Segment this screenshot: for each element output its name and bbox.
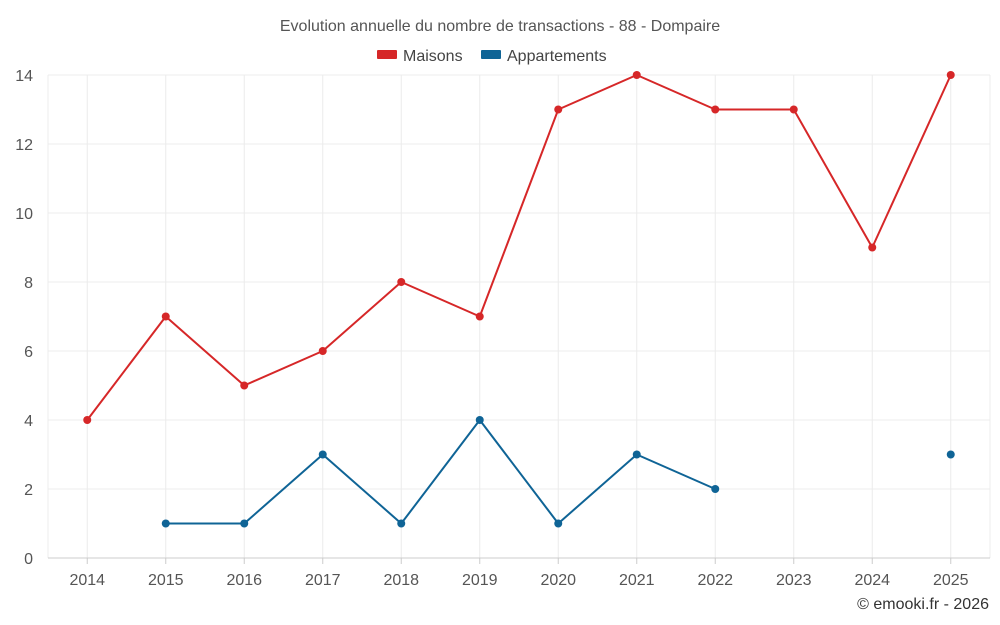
x-tick-label-2025: 2025 (933, 572, 969, 589)
point-appartements-2015[interactable] (161, 519, 170, 528)
x-tick-label-2024: 2024 (854, 572, 890, 589)
point-maisons-2020[interactable] (554, 105, 563, 114)
legend-swatch-maisons (377, 50, 397, 59)
x-tick-label-2017: 2017 (305, 572, 341, 589)
point-maisons-2016[interactable] (240, 381, 249, 390)
point-appartements-2025[interactable] (946, 450, 955, 459)
point-appartements-2020[interactable] (554, 519, 563, 528)
series (83, 71, 955, 528)
x-tick-label-2015: 2015 (148, 572, 184, 589)
point-maisons-2023[interactable] (789, 105, 798, 114)
x-tick-label-2018: 2018 (383, 572, 419, 589)
y-tick-label-8: 8 (24, 275, 33, 292)
point-maisons-2015[interactable] (161, 312, 170, 321)
point-appartements-2016[interactable] (240, 519, 249, 528)
series-appartements (161, 416, 955, 528)
grid (47, 74, 991, 558)
point-appartements-2019[interactable] (475, 416, 484, 424)
point-maisons-2022[interactable] (711, 105, 720, 114)
point-maisons-2017[interactable] (318, 347, 327, 355)
axes: 0 2 4 6 8 10 12 14 2014 2015 2016 2017 2018 2019 2020 2… (15, 68, 990, 589)
x-tick-label-2016: 2016 (226, 572, 262, 589)
point-maisons-2025[interactable] (946, 71, 955, 79)
point-appartements-2021[interactable] (632, 450, 641, 459)
y-tick-label-6: 6 (24, 344, 33, 361)
point-appartements-2017[interactable] (318, 450, 327, 459)
point-maisons-2018[interactable] (397, 278, 406, 286)
legend-label-appartements: Appartements (507, 48, 607, 65)
chart-title: Evolution annuelle du nombre de transact… (280, 18, 720, 35)
series-line-maisons-0 (86, 74, 952, 421)
point-appartements-2022[interactable] (711, 485, 720, 493)
x-tick-label-2022: 2022 (697, 572, 733, 589)
legend: Maisons Appartements (377, 48, 607, 65)
point-maisons-2024[interactable] (868, 243, 877, 252)
series-line-appartements-0 (165, 419, 716, 525)
x-tick-label-2014: 2014 (69, 572, 105, 589)
y-tick-label-14: 14 (15, 68, 33, 85)
y-tick-label-0: 0 (24, 551, 33, 568)
point-maisons-2014[interactable] (83, 416, 92, 424)
x-tick-label-2023: 2023 (776, 572, 812, 589)
y-tick-label-10: 10 (15, 206, 33, 223)
x-tick-label-2019: 2019 (462, 572, 498, 589)
series-maisons (83, 71, 955, 424)
point-maisons-2019[interactable] (475, 312, 484, 321)
point-appartements-2018[interactable] (397, 519, 406, 528)
legend-label-maisons: Maisons (403, 48, 463, 65)
y-tick-label-4: 4 (24, 413, 33, 430)
legend-swatch-appartements (481, 50, 501, 59)
x-tick-label-2021: 2021 (619, 572, 655, 589)
y-tick-label-2: 2 (24, 482, 33, 499)
x-tick-label-2020: 2020 (540, 572, 576, 589)
y-tick-label-12: 12 (15, 137, 33, 154)
credit-text: © emooki.fr - 2026 (857, 596, 989, 613)
point-maisons-2021[interactable] (632, 71, 641, 79)
